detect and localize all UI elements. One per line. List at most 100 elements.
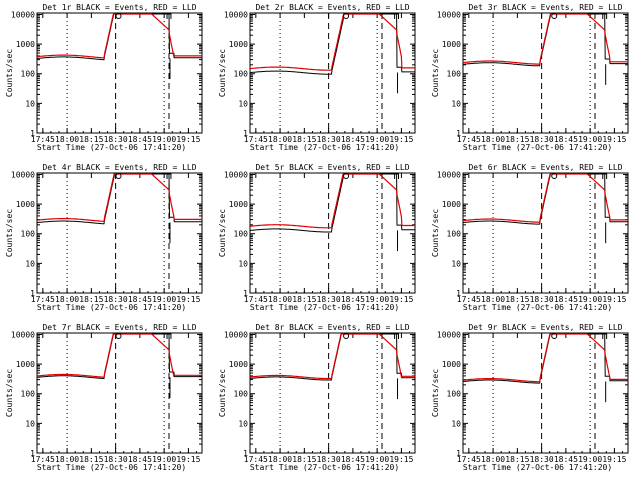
y-tick-label: 1000 bbox=[229, 200, 248, 209]
y-tick-label: 10 bbox=[25, 419, 35, 428]
x-tick-label: 18:45 bbox=[128, 295, 152, 304]
plot-frame bbox=[36, 12, 203, 134]
x-tick-label: 18:30 bbox=[530, 295, 554, 304]
marker-bracket bbox=[602, 333, 608, 339]
y-tick-label: 100 bbox=[447, 70, 462, 79]
x-tick-label: 18:30 bbox=[530, 135, 554, 144]
y-tick-label: 1 bbox=[243, 129, 248, 138]
y-axis-label: Counts/sec bbox=[218, 209, 227, 257]
panel-title: Det 8r BLACK = Events, RED = LLD bbox=[255, 323, 409, 332]
x-tick-label: 18:00 bbox=[55, 455, 79, 464]
x-tick-label: 19:00 bbox=[365, 295, 389, 304]
y-tick-label: 1 bbox=[30, 289, 35, 298]
plot-frame bbox=[462, 172, 629, 294]
y-tick-label: 10000 bbox=[11, 10, 35, 19]
x-tick-label: 18:00 bbox=[268, 295, 292, 304]
y-tick-label: 10 bbox=[238, 99, 248, 108]
y-tick-label: 1000 bbox=[442, 360, 461, 369]
y-tick-label: 1 bbox=[456, 129, 461, 138]
plot-frame bbox=[249, 332, 416, 454]
x-tick-label: 18:45 bbox=[341, 295, 365, 304]
y-tick-label: 1000 bbox=[16, 40, 35, 49]
panel-5: Det 5r BLACK = Events, RED = LLD 1 10 100 10… bbox=[218, 163, 416, 312]
y-tick-label: 10000 bbox=[437, 330, 461, 339]
y-tick-label: 10 bbox=[25, 99, 35, 108]
series-events bbox=[36, 13, 202, 61]
x-tick-label: 17:45 bbox=[31, 295, 55, 304]
y-tick-label: 1000 bbox=[229, 360, 248, 369]
marker-circle bbox=[343, 173, 350, 179]
y-tick-label: 10000 bbox=[11, 170, 35, 179]
x-tick-label: 18:15 bbox=[505, 455, 529, 464]
x-tick-label: 18:45 bbox=[554, 295, 578, 304]
y-tick-label: 1000 bbox=[229, 40, 248, 49]
x-tick-label: 17:45 bbox=[457, 295, 481, 304]
x-tick-label: 19:00 bbox=[365, 455, 389, 464]
plot-frame bbox=[462, 332, 629, 454]
y-axis-label: Counts/sec bbox=[218, 49, 227, 97]
panel-4: Det 4r BLACK = Events, RED = LLD 1 10 100 10… bbox=[5, 163, 203, 312]
marker-circle bbox=[115, 173, 122, 179]
marker-circle bbox=[551, 173, 558, 179]
y-axis-label: Counts/sec bbox=[5, 209, 14, 257]
plot-frame bbox=[36, 172, 203, 294]
x-tick-label: 18:00 bbox=[481, 295, 505, 304]
x-tick-label: 19:00 bbox=[578, 455, 602, 464]
x-axis-label: Start Time (27-Oct-06 17:41:20) bbox=[463, 463, 612, 472]
y-tick-label: 10000 bbox=[224, 330, 248, 339]
panel-title: Det 4r BLACK = Events, RED = LLD bbox=[42, 163, 196, 172]
x-tick-label: 18:45 bbox=[341, 135, 365, 144]
y-tick-label: 1000 bbox=[442, 40, 461, 49]
y-tick-label: 100 bbox=[21, 230, 36, 239]
y-axis-label: Counts/sec bbox=[5, 49, 14, 97]
y-tick-label: 10 bbox=[451, 259, 461, 268]
y-axis-label: Counts/sec bbox=[5, 369, 14, 417]
panel-title: Det 7r BLACK = Events, RED = LLD bbox=[42, 323, 196, 332]
x-axis-label: Start Time (27-Oct-06 17:41:20) bbox=[37, 303, 186, 312]
x-tick-label: 19:15 bbox=[602, 295, 626, 304]
y-tick-label: 1 bbox=[456, 289, 461, 298]
x-tick-label: 18:00 bbox=[268, 455, 292, 464]
y-tick-label: 1000 bbox=[442, 200, 461, 209]
y-tick-label: 1 bbox=[243, 449, 248, 458]
marker-circle bbox=[551, 333, 558, 339]
panel-title: Det 3r BLACK = Events, RED = LLD bbox=[468, 3, 622, 12]
plot-frame bbox=[36, 332, 203, 454]
panel-1: Det 1r BLACK = Events, RED = LLD 1 10 100 10… bbox=[5, 3, 203, 152]
y-tick-label: 10 bbox=[238, 419, 248, 428]
series-events bbox=[36, 333, 202, 380]
panel-title: Det 2r BLACK = Events, RED = LLD bbox=[255, 3, 409, 12]
x-tick-label: 19:00 bbox=[152, 135, 176, 144]
y-tick-label: 100 bbox=[447, 230, 462, 239]
panel-6: Det 6r BLACK = Events, RED = LLD 1 10 100 10… bbox=[431, 163, 629, 312]
x-tick-label: 18:15 bbox=[79, 135, 103, 144]
x-tick-label: 18:00 bbox=[55, 135, 79, 144]
x-tick-label: 18:30 bbox=[104, 295, 128, 304]
y-axis-label: Counts/sec bbox=[431, 369, 440, 417]
y-tick-label: 10000 bbox=[224, 10, 248, 19]
marker-bracket bbox=[394, 333, 399, 339]
x-tick-label: 18:15 bbox=[79, 295, 103, 304]
x-tick-label: 18:30 bbox=[530, 455, 554, 464]
series-lld bbox=[462, 13, 628, 65]
x-tick-label: 18:45 bbox=[128, 135, 152, 144]
x-tick-label: 18:15 bbox=[292, 135, 316, 144]
panel-title: Det 5r BLACK = Events, RED = LLD bbox=[255, 163, 409, 172]
x-axis-label: Start Time (27-Oct-06 17:41:20) bbox=[463, 303, 612, 312]
series-lld bbox=[36, 13, 202, 59]
plot-frame bbox=[462, 12, 629, 134]
marker-bracket bbox=[394, 173, 399, 179]
panel-9: Det 9r BLACK = Events, RED = LLD 1 10 100 10… bbox=[431, 323, 629, 472]
y-tick-label: 1000 bbox=[16, 360, 35, 369]
marker-bracket bbox=[394, 13, 399, 19]
y-tick-label: 100 bbox=[21, 390, 36, 399]
x-tick-label: 19:00 bbox=[578, 295, 602, 304]
y-tick-label: 1000 bbox=[16, 200, 35, 209]
x-tick-label: 18:00 bbox=[268, 135, 292, 144]
y-axis-label: Counts/sec bbox=[431, 49, 440, 97]
x-tick-label: 18:00 bbox=[481, 455, 505, 464]
marker-circle bbox=[343, 13, 350, 19]
x-tick-label: 19:15 bbox=[176, 295, 200, 304]
